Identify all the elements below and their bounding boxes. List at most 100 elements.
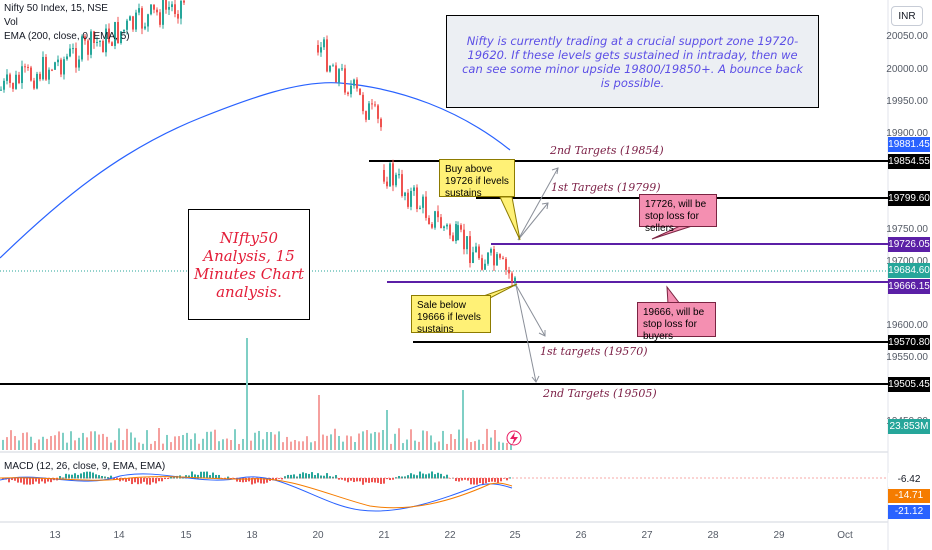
macd-histogram-bar (278, 478, 280, 479)
volume-bar (330, 434, 332, 450)
volume-bar (362, 431, 364, 450)
volume-bar (150, 443, 152, 450)
candle-body (87, 40, 89, 55)
volume-bar (62, 432, 64, 450)
volume-bar (246, 338, 248, 450)
macd-histogram-bar (239, 478, 241, 482)
volume-bar (498, 441, 500, 450)
candle-body (356, 79, 358, 89)
macd-histogram-bar (92, 472, 94, 479)
volume-bar (138, 442, 140, 450)
candle-body (350, 85, 352, 95)
candle-body (323, 39, 325, 48)
volume-bar (282, 442, 284, 450)
volume-bar (286, 436, 288, 450)
candle-body (365, 111, 367, 120)
price-axis-label: 19505.45 (888, 377, 930, 392)
candle-body (84, 36, 86, 41)
x-axis-tick: 26 (575, 530, 587, 541)
x-axis-tick: 29 (773, 530, 785, 541)
volume-bar (182, 434, 184, 450)
candle-body (380, 118, 382, 128)
macd-histogram-bar (47, 478, 49, 482)
x-axis-tick: 20 (312, 530, 324, 541)
macd-histogram-bar (137, 478, 139, 485)
volume-bar (486, 428, 488, 450)
macd-histogram-bar (455, 478, 457, 482)
macd-histogram-bar (422, 473, 424, 479)
macd-legend[interactable]: MACD (12, 26, close, 9, EMA, EMA) (4, 461, 166, 472)
volume-legend[interactable]: Vol (4, 17, 18, 28)
macd-histogram-bar (314, 475, 316, 479)
candle-body (54, 62, 56, 70)
macd-histogram-bar (245, 478, 247, 482)
macd-histogram-bar (275, 478, 277, 481)
macd-histogram-bar (248, 478, 250, 482)
candle-body (120, 31, 122, 44)
ema-legend[interactable]: EMA (200, close, 0, EMA, 5) (4, 31, 130, 42)
price-axis-label: 19799.60 (888, 191, 930, 206)
candle-body (371, 103, 373, 105)
candle-body (51, 69, 53, 71)
volume-bar (482, 443, 484, 450)
macd-histogram-bar (479, 478, 481, 484)
buy-note-tail (499, 196, 521, 241)
x-axis-tick: 13 (49, 530, 61, 541)
volume-bar (194, 433, 196, 450)
symbol-legend[interactable]: Nifty 50 Index, 15, NSE (4, 3, 108, 14)
macd-histogram-bar (356, 478, 358, 482)
candle-body (422, 196, 424, 208)
candle-body (413, 187, 415, 191)
candle-body (460, 225, 462, 230)
macd-histogram-bar (413, 474, 415, 479)
candle-body (168, 7, 170, 10)
candle-body (159, 12, 161, 25)
volume-bar (10, 430, 12, 450)
macd-histogram-bar (308, 473, 310, 479)
candle-body (416, 187, 418, 209)
macd-histogram-bar (260, 478, 262, 484)
candle-body (171, 4, 173, 8)
volume-bar (254, 432, 256, 450)
macd-histogram-bar (419, 471, 421, 479)
volume-bar (278, 431, 280, 450)
macd-histogram-bar (110, 475, 112, 479)
x-axis-tick: 15 (180, 530, 192, 541)
target-label-down1: 1st targets (19570) (540, 345, 648, 358)
macd-histogram-bar (212, 472, 214, 479)
candle-body (129, 16, 131, 21)
volume-bar (342, 441, 344, 450)
candle-body (60, 59, 62, 75)
macd-histogram-bar (95, 474, 97, 479)
volume-bar (214, 429, 216, 450)
macd-histogram-bar (242, 478, 244, 483)
candle-body (487, 252, 489, 264)
candle-body (401, 174, 403, 196)
y-axis-tick: 19900.00 (886, 128, 928, 139)
volume-bar (142, 443, 144, 450)
macd-histogram-bar (404, 476, 406, 479)
volume-bar (306, 436, 308, 450)
macd-histogram-bar (254, 478, 256, 484)
macd-histogram-bar (266, 478, 268, 483)
candle-body (66, 56, 68, 60)
macd-histogram-bar (347, 478, 349, 483)
volume-bar (70, 431, 72, 450)
macd-histogram-bar (170, 476, 172, 479)
lightning-icon[interactable] (506, 430, 522, 446)
volume-bar (106, 436, 108, 450)
currency-button[interactable]: INR (891, 6, 923, 26)
candle-body (105, 28, 107, 53)
volume-bar (434, 442, 436, 450)
macd-histogram-bar (11, 478, 13, 481)
volume-bar (174, 436, 176, 450)
candle-body (21, 66, 23, 84)
sale-below-note: Sale below 19666 if levels sustains (411, 295, 491, 335)
volume-bar (334, 428, 336, 450)
candle-body (114, 21, 116, 46)
volume-bar (6, 437, 8, 450)
candle-body (108, 28, 110, 43)
macd-histogram-bar (374, 478, 376, 483)
candle-body (177, 13, 179, 19)
